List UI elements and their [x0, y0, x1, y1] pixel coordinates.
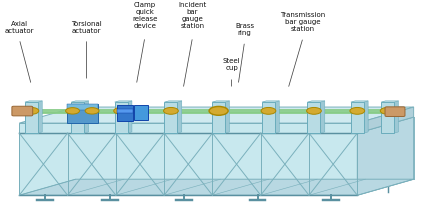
Circle shape — [350, 107, 364, 114]
FancyBboxPatch shape — [117, 109, 133, 113]
Circle shape — [380, 107, 395, 114]
Polygon shape — [177, 101, 182, 133]
Text: Transmission
bar gauge
station: Transmission bar gauge station — [280, 12, 326, 32]
Polygon shape — [320, 101, 325, 133]
Polygon shape — [275, 101, 279, 133]
Polygon shape — [351, 101, 368, 102]
Polygon shape — [212, 102, 225, 133]
Circle shape — [211, 107, 226, 114]
Polygon shape — [357, 107, 414, 133]
Polygon shape — [19, 179, 414, 195]
Polygon shape — [19, 123, 357, 133]
Polygon shape — [351, 102, 364, 133]
Polygon shape — [115, 101, 132, 102]
FancyBboxPatch shape — [12, 106, 33, 116]
Text: Axial
actuator: Axial actuator — [4, 21, 34, 34]
Text: Incident
bar
gauge
station: Incident bar gauge station — [178, 2, 207, 29]
Polygon shape — [164, 102, 177, 133]
Circle shape — [24, 107, 39, 114]
Polygon shape — [25, 101, 42, 102]
Polygon shape — [19, 133, 357, 195]
FancyBboxPatch shape — [134, 105, 148, 121]
Polygon shape — [307, 102, 320, 133]
FancyBboxPatch shape — [67, 104, 98, 123]
FancyBboxPatch shape — [117, 105, 133, 121]
Circle shape — [66, 108, 79, 114]
Polygon shape — [394, 101, 399, 133]
Polygon shape — [212, 101, 229, 102]
Polygon shape — [381, 102, 394, 133]
Polygon shape — [262, 101, 279, 102]
Text: Clamp
quick
release
device: Clamp quick release device — [132, 2, 158, 29]
Circle shape — [70, 107, 85, 114]
Polygon shape — [71, 101, 89, 102]
Polygon shape — [19, 107, 414, 123]
Circle shape — [164, 107, 178, 114]
Text: Brass
ring: Brass ring — [235, 23, 254, 36]
Circle shape — [114, 107, 129, 114]
FancyBboxPatch shape — [385, 107, 405, 117]
Text: Torsional
actuator: Torsional actuator — [71, 21, 102, 34]
Polygon shape — [75, 117, 414, 179]
Polygon shape — [164, 101, 182, 102]
Polygon shape — [25, 102, 38, 133]
Polygon shape — [225, 101, 229, 133]
Polygon shape — [262, 102, 275, 133]
Circle shape — [307, 107, 321, 114]
FancyBboxPatch shape — [67, 104, 98, 110]
Polygon shape — [84, 101, 89, 133]
Polygon shape — [381, 101, 399, 102]
Circle shape — [261, 107, 276, 114]
Polygon shape — [364, 101, 368, 133]
Text: Steel
cup: Steel cup — [223, 58, 240, 71]
Polygon shape — [115, 102, 128, 133]
Polygon shape — [38, 101, 42, 133]
Polygon shape — [357, 117, 414, 195]
Polygon shape — [128, 101, 132, 133]
Circle shape — [85, 108, 99, 114]
Circle shape — [209, 106, 228, 115]
Polygon shape — [71, 102, 84, 133]
Polygon shape — [307, 101, 325, 102]
